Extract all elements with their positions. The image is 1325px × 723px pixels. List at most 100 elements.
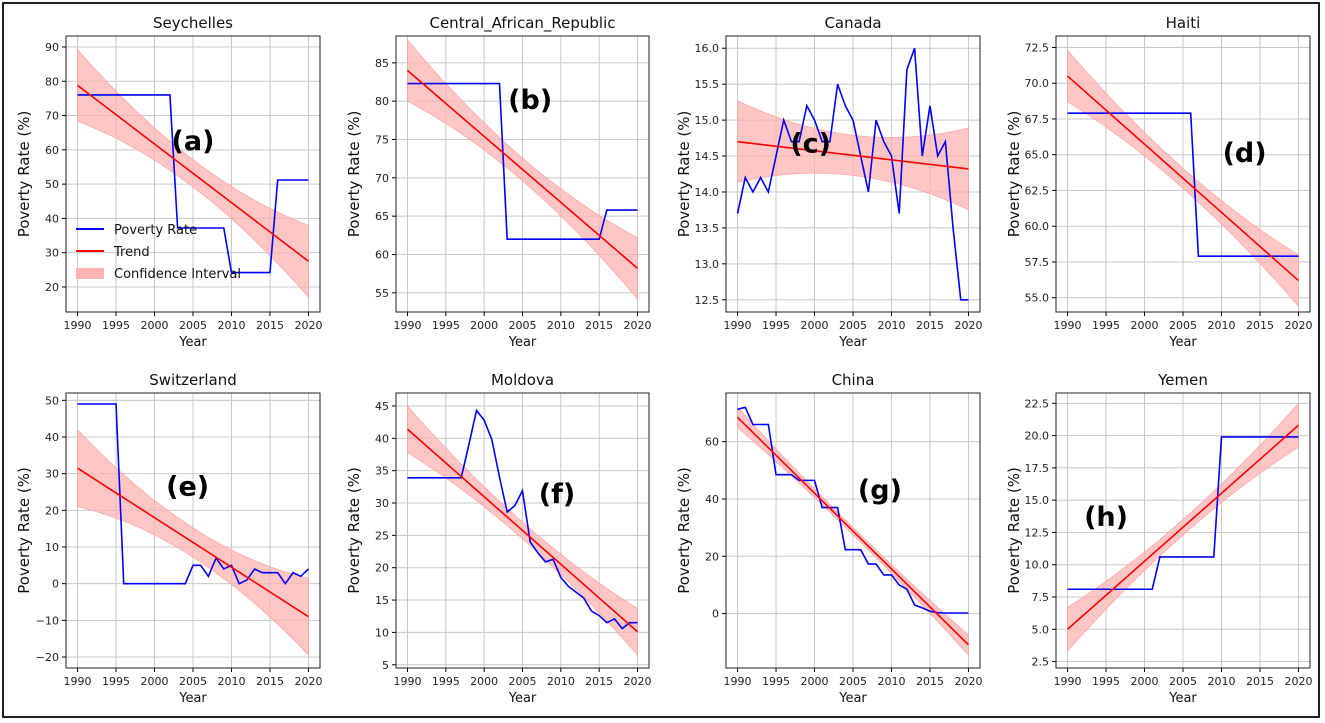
y-tick-label: 60 bbox=[705, 436, 719, 449]
y-tick-label: 85 bbox=[375, 57, 389, 70]
x-tick-label: 2005 bbox=[1169, 319, 1197, 332]
trend-line bbox=[406, 69, 639, 269]
x-tick-label: 2020 bbox=[954, 319, 982, 332]
panel-label: (h) bbox=[1084, 502, 1128, 533]
subplot-switzerland: 1990 1995 2000 2005 2010 2015 2020 −20 −10 0 10 20 3… bbox=[15, 371, 322, 706]
y-tick-label: 10 bbox=[375, 626, 389, 639]
x-tick-label: 2010 bbox=[877, 675, 905, 688]
axes-frame bbox=[65, 35, 321, 313]
x-tick-label: 2020 bbox=[954, 675, 982, 688]
y-tick-label: 20 bbox=[705, 550, 719, 563]
x-tick-label: 1990 bbox=[64, 319, 92, 332]
panel-label: (e) bbox=[166, 472, 209, 503]
y-tick-label: 10 bbox=[45, 541, 59, 554]
x-tick-label: 2005 bbox=[509, 319, 537, 332]
y-tick-label: 0 bbox=[52, 578, 59, 591]
y-tick-label: 30 bbox=[375, 497, 389, 510]
axes-frame bbox=[725, 392, 981, 669]
x-axis-label: Year bbox=[1168, 335, 1197, 350]
subplot-haiti: 1990 1995 2000 2005 2010 2015 2020 55.0 57.5 60.0… bbox=[1005, 14, 1312, 350]
subplot-title: Yemen bbox=[1157, 371, 1208, 389]
y-tick-label: 40 bbox=[45, 212, 59, 225]
legend-entry-label: Poverty Rate bbox=[114, 223, 197, 238]
y-axis-label: Poverty Rate (%) bbox=[1005, 467, 1023, 594]
y-tick-label: 22.5 bbox=[1025, 397, 1050, 410]
x-tick-label: 2015 bbox=[585, 319, 613, 332]
x-tick-label: 1990 bbox=[1054, 675, 1082, 688]
x-axis-label: Year bbox=[1168, 691, 1197, 706]
y-tick-label: 12.5 bbox=[1025, 526, 1050, 539]
y-tick-label: 40 bbox=[375, 432, 389, 445]
panel-label: (g) bbox=[858, 475, 902, 506]
x-tick-label: 1990 bbox=[724, 675, 752, 688]
y-tick-label: 20.0 bbox=[1025, 430, 1050, 443]
subplot-seychelles: 1990 1995 2000 2005 2010 2015 2020203040506070… bbox=[15, 14, 322, 350]
x-tick-label: 2020 bbox=[294, 319, 322, 332]
y-tick-label: 15 bbox=[375, 594, 389, 607]
x-tick-label: 2000 bbox=[470, 675, 498, 688]
x-tick-label: 2005 bbox=[179, 319, 207, 332]
legend-entry-label: Confidence Interval bbox=[114, 267, 241, 282]
x-tick-label: 2020 bbox=[624, 319, 652, 332]
y-tick-label: 16.0 bbox=[695, 42, 720, 55]
y-tick-label: 13.5 bbox=[695, 222, 720, 235]
x-tick-label: 2005 bbox=[839, 675, 867, 688]
subplot-china: 1990 1995 2000 2005 2010 2015 2020 0 20 40 60 China… bbox=[675, 371, 982, 706]
x-tick-label: 1995 bbox=[762, 319, 790, 332]
y-tick-label: 10.0 bbox=[1025, 559, 1050, 572]
y-tick-label: 70 bbox=[45, 110, 59, 123]
x-tick-label: 2015 bbox=[585, 675, 613, 688]
y-axis-label: Poverty Rate (%) bbox=[345, 111, 363, 238]
y-tick-label: 70.0 bbox=[1025, 77, 1050, 90]
y-tick-label: 25 bbox=[375, 529, 389, 542]
y-tick-label: 55.0 bbox=[1025, 292, 1050, 305]
y-axis-label: Poverty Rate (%) bbox=[1005, 111, 1023, 238]
panel-label: (b) bbox=[508, 85, 552, 116]
x-tick-label: 2010 bbox=[217, 675, 245, 688]
x-tick-label: 2015 bbox=[916, 319, 944, 332]
subplot-title: China bbox=[832, 371, 875, 389]
y-tick-label: 67.5 bbox=[1025, 113, 1050, 126]
x-tick-label: 2005 bbox=[839, 319, 867, 332]
x-tick-label: 1990 bbox=[394, 675, 422, 688]
y-axis-label: Poverty Rate (%) bbox=[675, 111, 693, 238]
y-tick-label: 60.0 bbox=[1025, 220, 1050, 233]
x-axis-label: Year bbox=[508, 335, 537, 350]
trend-line bbox=[77, 467, 309, 618]
x-tick-label: 2020 bbox=[1284, 319, 1312, 332]
y-tick-label: 75 bbox=[375, 134, 389, 147]
axes-frame bbox=[395, 35, 650, 313]
y-tick-label: 72.5 bbox=[1025, 41, 1050, 54]
y-tick-label: 80 bbox=[45, 75, 59, 88]
x-tick-label: 1990 bbox=[64, 675, 92, 688]
x-tick-label: 2010 bbox=[1207, 675, 1235, 688]
y-tick-label: 15.0 bbox=[695, 114, 720, 127]
x-tick-label: 2015 bbox=[916, 675, 944, 688]
y-tick-label: 80 bbox=[375, 95, 389, 108]
panel-label: (c) bbox=[790, 128, 831, 159]
y-tick-label: 40 bbox=[705, 493, 719, 506]
y-tick-label: 57.5 bbox=[1025, 256, 1050, 269]
x-tick-label: 2000 bbox=[470, 319, 498, 332]
subplot-central-african-republic: 1990 1995 2000 2005 2010 2015 2020 55 60 65 70 75 80… bbox=[345, 14, 652, 350]
x-tick-label: 1995 bbox=[1092, 319, 1120, 332]
y-tick-label: 70 bbox=[375, 172, 389, 185]
subplot-title: Switzerland bbox=[149, 371, 237, 389]
y-tick-label: 55 bbox=[375, 287, 389, 300]
x-tick-label: 2000 bbox=[1131, 319, 1159, 332]
x-tick-label: 2010 bbox=[217, 319, 245, 332]
x-tick-label: 2005 bbox=[509, 675, 537, 688]
panel-label: (f) bbox=[539, 479, 575, 510]
trend-line bbox=[736, 416, 970, 646]
y-tick-label: 20 bbox=[45, 281, 59, 294]
subplot-canada: 1990 1995 2000 2005 2010 2015 2020 12.5 13.0 13.5… bbox=[675, 14, 982, 350]
y-tick-label: 2.5 bbox=[1032, 656, 1050, 669]
legend: Poverty Rate Trend Confidence Interval bbox=[76, 223, 241, 282]
y-tick-label: 90 bbox=[45, 41, 59, 54]
y-tick-label: 60 bbox=[45, 144, 59, 157]
axes-frame bbox=[725, 35, 981, 313]
y-tick-label: 5 bbox=[382, 659, 389, 672]
y-axis-label: Poverty Rate (%) bbox=[675, 467, 693, 594]
y-tick-label: 20 bbox=[375, 562, 389, 575]
